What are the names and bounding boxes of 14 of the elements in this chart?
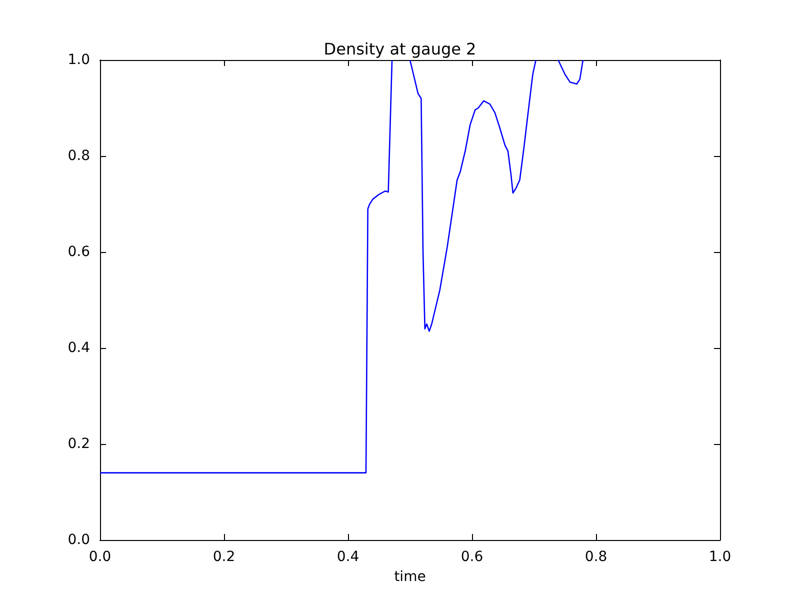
y-tick-label: 0.8 [68,148,90,164]
x-axis-title: time [394,569,426,585]
x-tick-label: 1.0 [708,549,732,565]
y-tick-label: 0.0 [68,532,90,548]
x-tick-label: 0.2 [212,549,236,565]
x-tick-label: 0.0 [88,549,112,565]
x-tick-label: 0.4 [336,549,360,565]
y-tick-label: 0.2 [68,436,90,452]
y-tick-label: 0.6 [68,244,90,260]
x-tick-label: 0.8 [584,549,608,565]
chart-title: Density at gauge 2 [324,40,476,58]
y-tick-label: 0.4 [68,340,90,356]
x-tick-label: 0.6 [460,549,484,565]
y-tick-label: 1.0 [68,52,90,68]
